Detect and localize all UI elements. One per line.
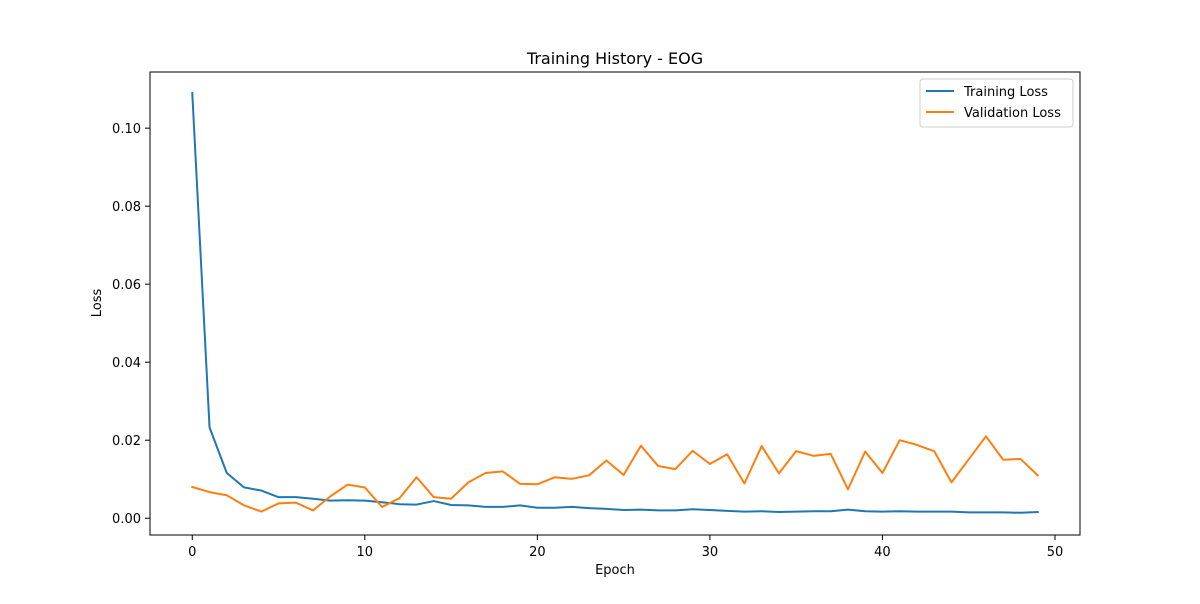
legend-box	[919, 78, 1074, 128]
chart-title: Training History - EOG	[526, 49, 703, 68]
x-tick-label: 40	[874, 545, 891, 560]
y-tick-label: 0.10	[112, 122, 141, 137]
legend-label-validation-loss: Validation Loss	[964, 106, 1061, 121]
y-tick-label: 0.00	[112, 512, 141, 527]
plot-frame	[149, 71, 1081, 536]
legend-label-training-loss: Training Loss	[963, 85, 1048, 100]
x-tick-label: 50	[1047, 545, 1064, 560]
x-axis-label: Epoch	[595, 563, 635, 578]
x-tick-label: 20	[529, 545, 546, 560]
y-tick-label: 0.02	[112, 434, 141, 449]
series-line-training-loss	[191, 92, 1039, 514]
y-tick-label: 0.04	[112, 356, 141, 371]
x-tick-label: 0	[188, 545, 196, 560]
y-axis-label: Loss	[90, 289, 105, 318]
y-tick-label: 0.06	[112, 278, 141, 293]
x-tick-label: 10	[357, 545, 374, 560]
x-tick-label: 30	[702, 545, 719, 560]
legend: Training Loss Validation Loss	[919, 78, 1074, 128]
y-tick-label: 0.08	[112, 200, 141, 215]
series-line-validation-loss	[191, 435, 1040, 513]
